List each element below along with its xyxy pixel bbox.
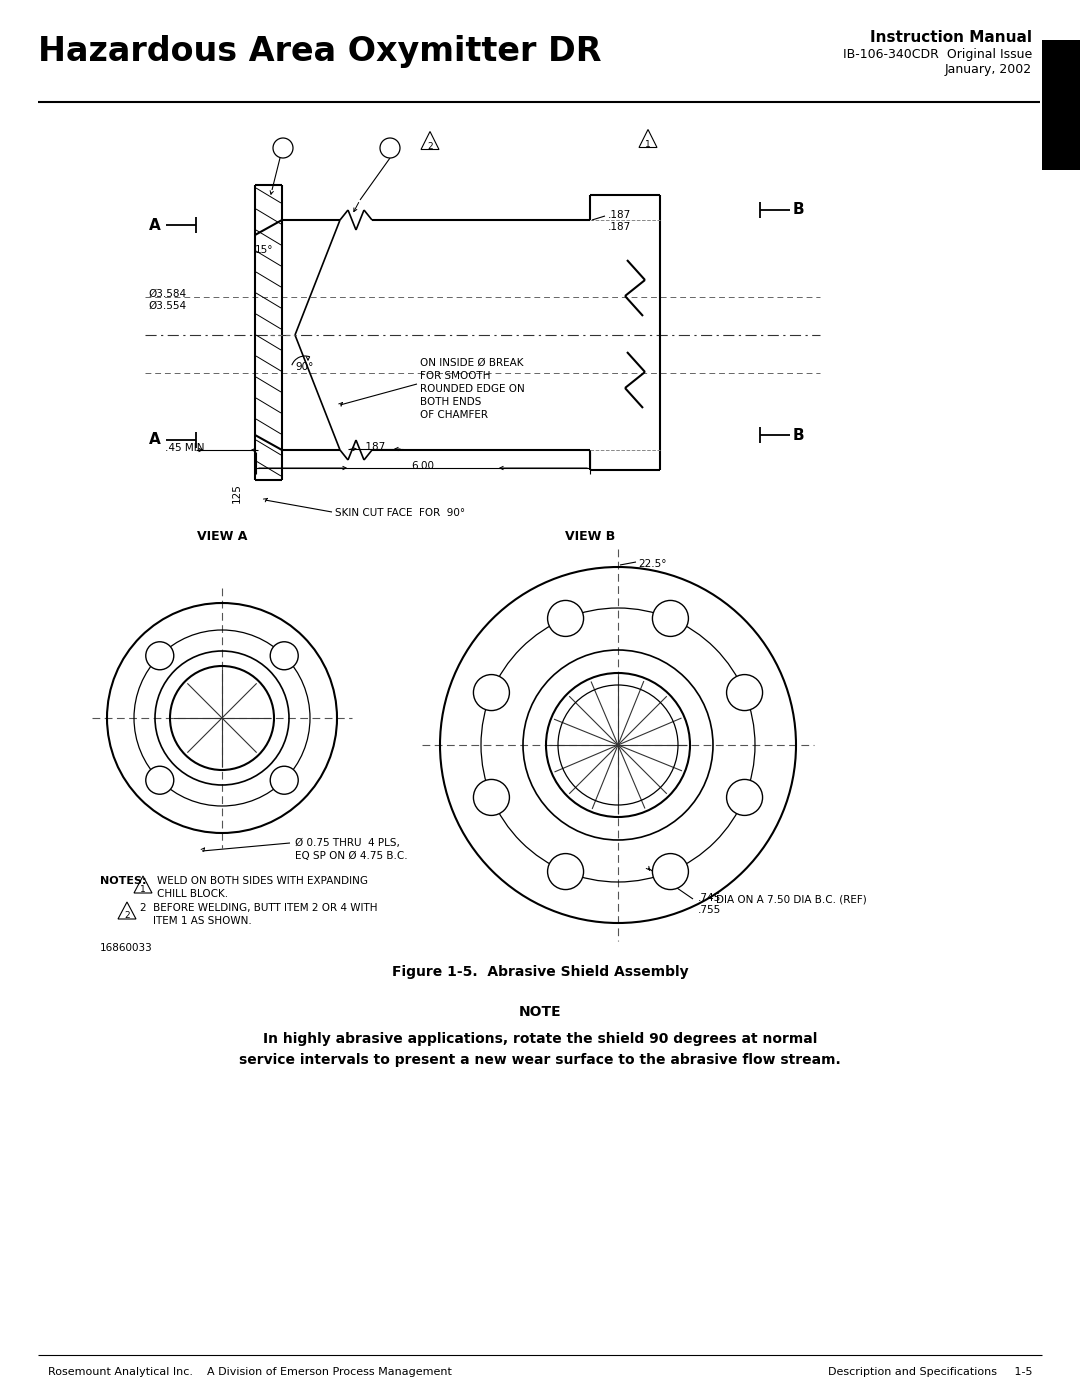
Text: NOTES:: NOTES: (100, 876, 147, 886)
Text: VIEW B: VIEW B (565, 529, 616, 543)
Text: B: B (793, 427, 805, 443)
Text: 1: 1 (140, 886, 146, 894)
Text: SKIN CUT FACE  FOR  90°: SKIN CUT FACE FOR 90° (335, 509, 465, 518)
Text: Ø3.554: Ø3.554 (148, 300, 186, 312)
Circle shape (270, 641, 298, 669)
Text: 22.5°: 22.5° (638, 559, 666, 569)
Circle shape (548, 601, 583, 637)
Circle shape (146, 641, 174, 669)
Circle shape (652, 601, 688, 637)
Text: NOTE: NOTE (518, 1004, 562, 1018)
Text: DIA ON A 7.50 DIA B.C. (REF): DIA ON A 7.50 DIA B.C. (REF) (716, 894, 867, 904)
Text: .187: .187 (608, 222, 631, 232)
Circle shape (380, 138, 400, 158)
Text: Hazardous Area Oxymitter DR: Hazardous Area Oxymitter DR (38, 35, 602, 68)
Text: A: A (149, 433, 161, 447)
Circle shape (727, 675, 762, 711)
Text: Ø 0.75 THRU  4 PLS,: Ø 0.75 THRU 4 PLS, (295, 838, 400, 848)
Circle shape (146, 766, 174, 795)
Text: OF CHAMFER: OF CHAMFER (420, 409, 488, 420)
Text: B: B (793, 203, 805, 218)
Text: 2: 2 (428, 142, 433, 151)
Text: 6.00: 6.00 (411, 461, 434, 471)
Text: CHILL BLOCK.: CHILL BLOCK. (157, 888, 228, 900)
Text: Instruction Manual: Instruction Manual (870, 29, 1032, 45)
Text: ROUNDED EDGE ON: ROUNDED EDGE ON (420, 384, 525, 394)
Text: WELD ON BOTH SIDES WITH EXPANDING: WELD ON BOTH SIDES WITH EXPANDING (157, 876, 368, 886)
Text: 16860033: 16860033 (100, 943, 152, 953)
Text: Description and Specifications     1-5: Description and Specifications 1-5 (827, 1368, 1032, 1377)
Text: In highly abrasive applications, rotate the shield 90 degrees at normal: In highly abrasive applications, rotate … (262, 1032, 818, 1046)
Text: .187: .187 (363, 441, 387, 453)
Text: VIEW A: VIEW A (197, 529, 247, 543)
Text: 2  BEFORE WELDING, BUTT ITEM 2 OR 4 WITH: 2 BEFORE WELDING, BUTT ITEM 2 OR 4 WITH (140, 902, 378, 914)
Text: 1: 1 (645, 140, 651, 149)
Text: 125: 125 (232, 483, 242, 503)
Circle shape (473, 780, 510, 816)
Text: Rosemount Analytical Inc.    A Division of Emerson Process Management: Rosemount Analytical Inc. A Division of … (48, 1368, 451, 1377)
Text: service intervals to present a new wear surface to the abrasive flow stream.: service intervals to present a new wear … (239, 1053, 841, 1067)
Circle shape (727, 780, 762, 816)
Text: 02: 02 (383, 142, 396, 154)
Text: ITEM 1 AS SHOWN.: ITEM 1 AS SHOWN. (140, 916, 252, 926)
Text: .745: .745 (698, 893, 721, 902)
Circle shape (548, 854, 583, 890)
Text: FOR SMOOTH: FOR SMOOTH (420, 372, 490, 381)
Text: BOTH ENDS: BOTH ENDS (420, 397, 482, 407)
Text: Ø3.584: Ø3.584 (148, 289, 186, 299)
Text: 90°: 90° (295, 362, 313, 372)
Circle shape (652, 854, 688, 890)
Text: .755: .755 (698, 905, 721, 915)
Text: EQ SP ON Ø 4.75 B.C.: EQ SP ON Ø 4.75 B.C. (295, 851, 407, 861)
Bar (1042, 41, 1080, 170)
Text: Figure 1-5.  Abrasive Shield Assembly: Figure 1-5. Abrasive Shield Assembly (392, 965, 688, 979)
Circle shape (473, 675, 510, 711)
Circle shape (270, 766, 298, 795)
Text: 01: 01 (276, 142, 289, 154)
Text: .45 MIN: .45 MIN (165, 443, 204, 453)
Circle shape (273, 138, 293, 158)
Text: IB-106-340CDR  Original Issue: IB-106-340CDR Original Issue (842, 47, 1032, 61)
Text: A: A (149, 218, 161, 232)
Text: ON INSIDE Ø BREAK: ON INSIDE Ø BREAK (420, 358, 524, 367)
Text: .187: .187 (608, 210, 631, 219)
Text: January, 2002: January, 2002 (945, 63, 1032, 75)
Text: 2: 2 (124, 911, 130, 921)
Text: 1: 1 (1052, 94, 1070, 117)
Text: 15°: 15° (255, 244, 273, 256)
